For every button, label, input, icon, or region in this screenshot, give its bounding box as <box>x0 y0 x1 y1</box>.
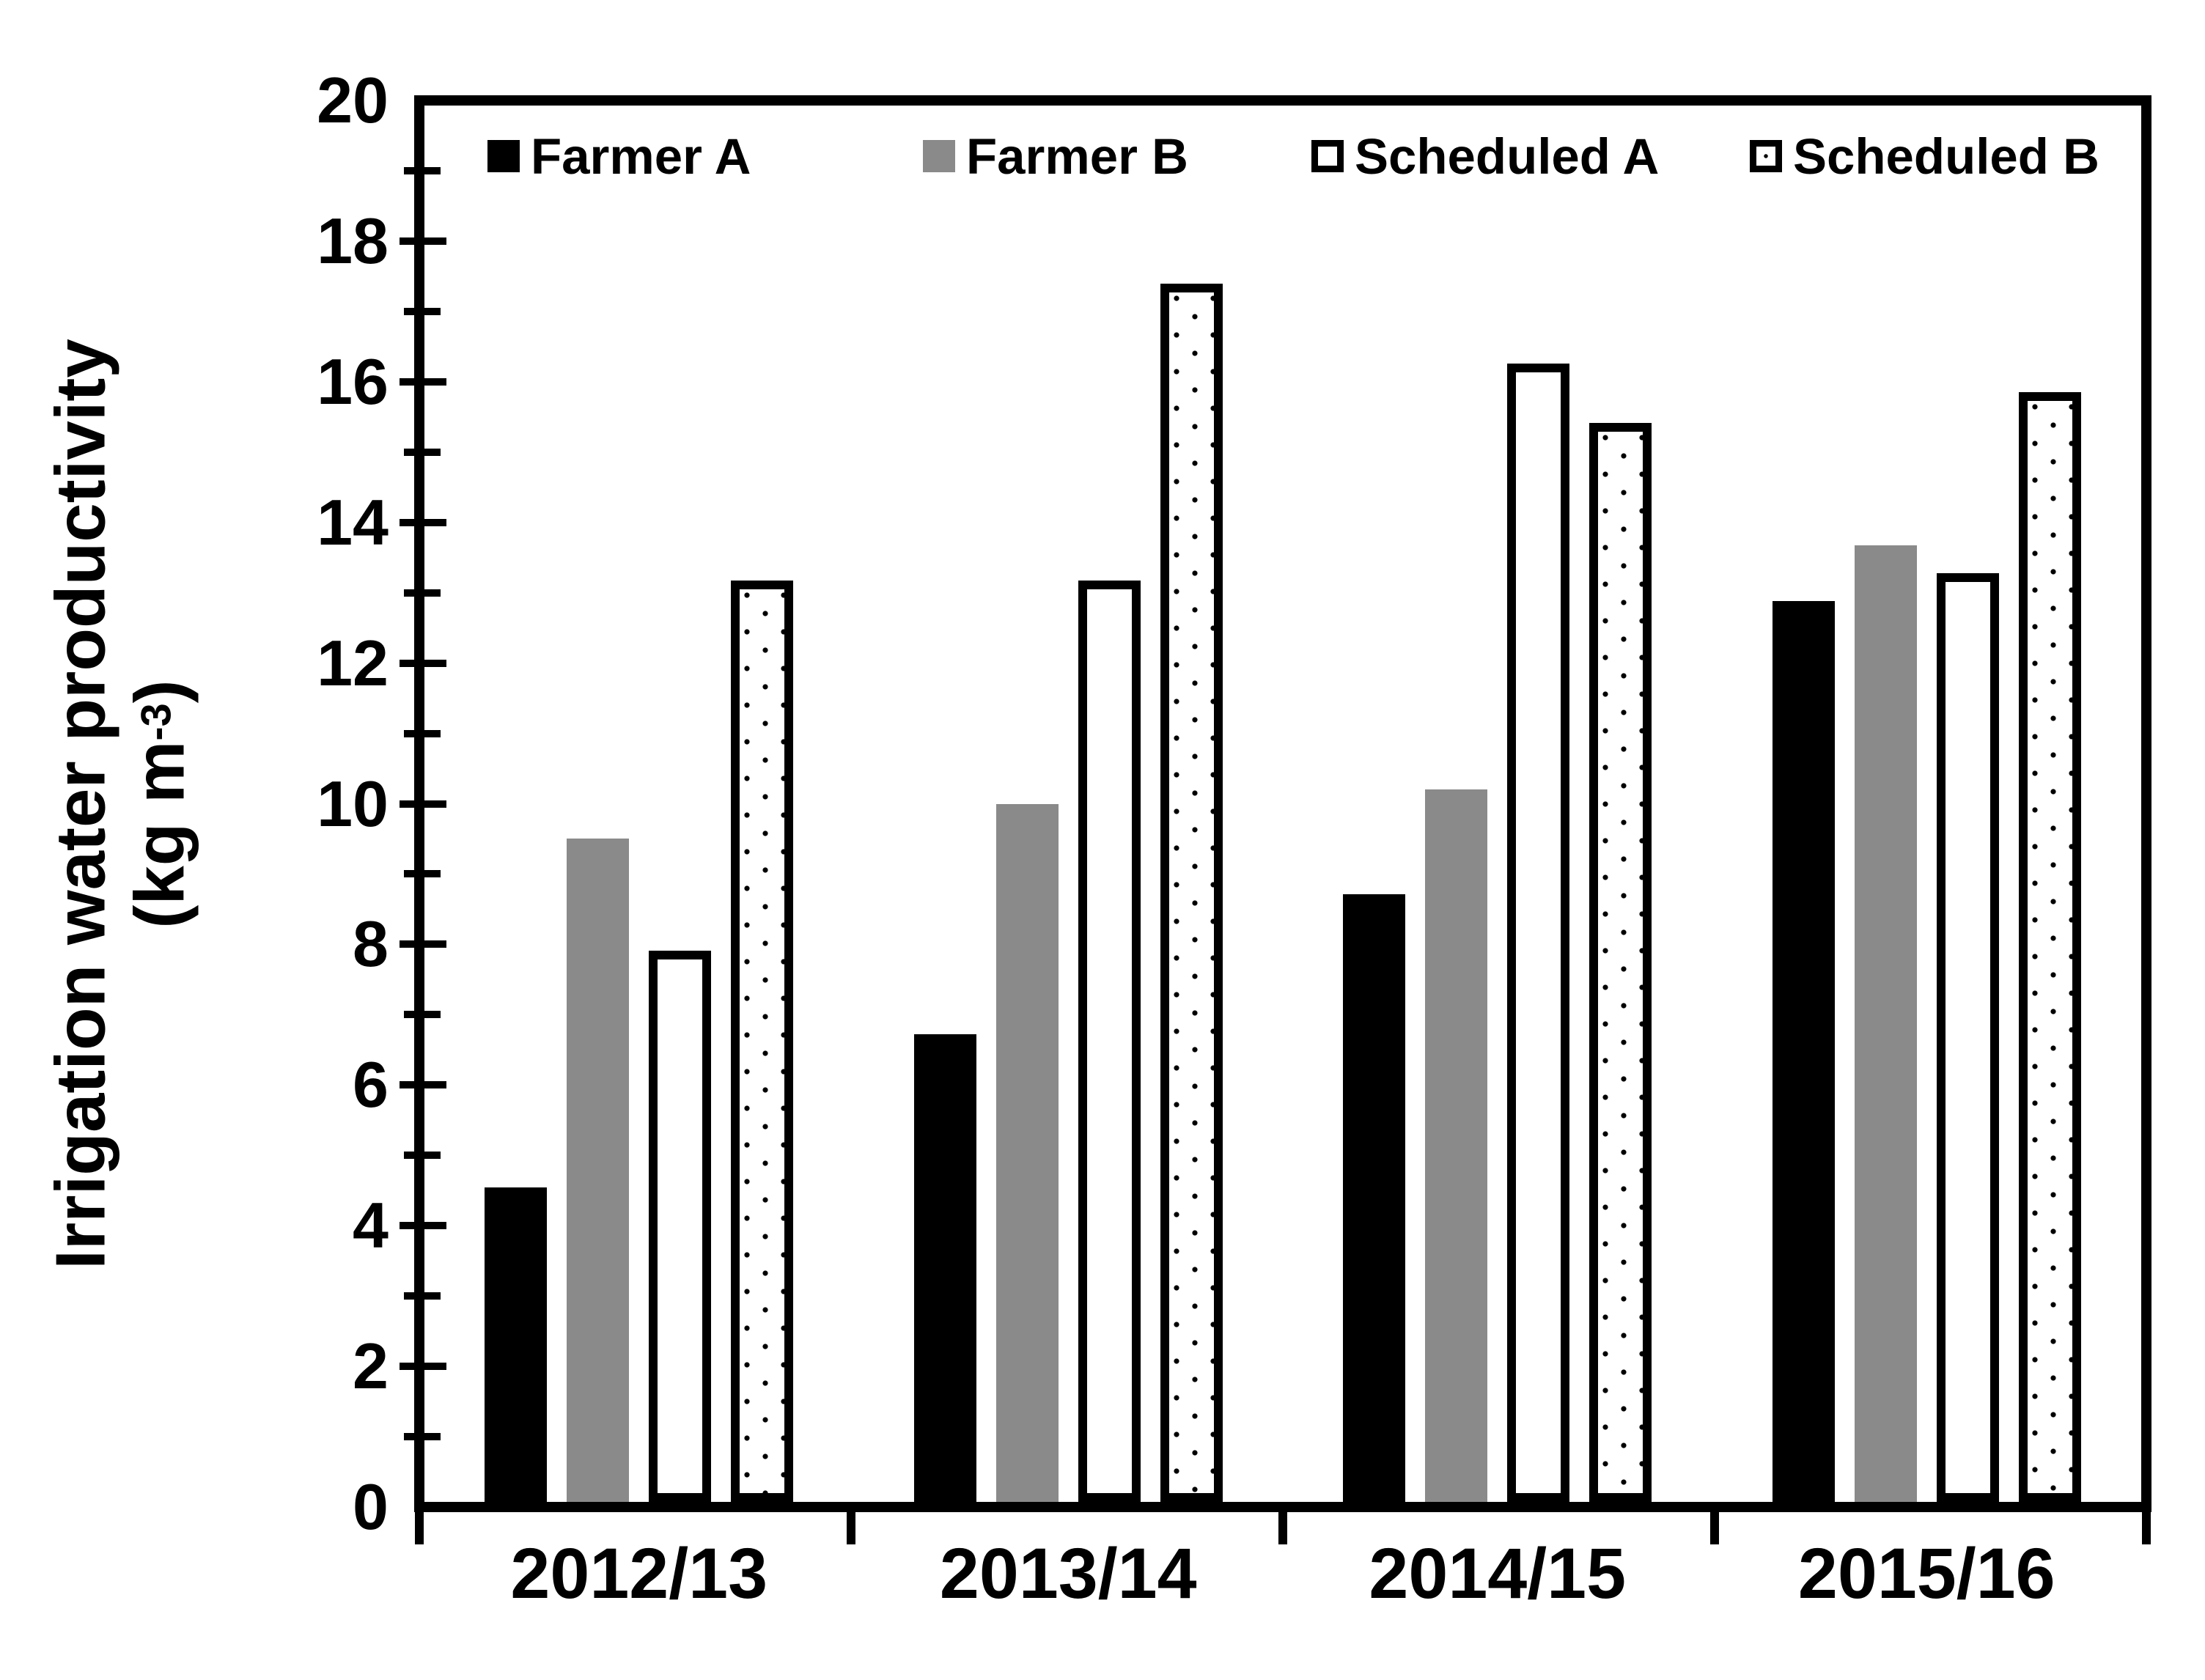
y-minor-tick-3 <box>404 1292 441 1300</box>
y-minor-tick-9 <box>404 870 441 878</box>
legend-label: Scheduled B <box>1793 128 2099 185</box>
y-minor-tick-13 <box>404 589 441 597</box>
x-category-label-2014/15: 2014/15 <box>1369 1533 1627 1613</box>
legend-marker-solid-gray-icon <box>923 140 955 172</box>
bar-group-2013/14 <box>854 106 1284 1502</box>
y-minor-tick-7 <box>404 1011 441 1019</box>
y-tick-label-18: 18 <box>317 204 389 277</box>
bar-farmer-a-2014/15 <box>1343 894 1406 1502</box>
bar-farmer-b-2012/13 <box>567 839 630 1502</box>
x-category-label-2013/14: 2013/14 <box>939 1533 1197 1613</box>
x-boundary-tick-1 <box>847 1502 855 1544</box>
y-major-tick-4 <box>400 1222 446 1230</box>
legend-marker-solid-black-icon <box>487 140 520 172</box>
y-minor-tick-17 <box>404 307 441 315</box>
y-major-tick-14 <box>400 518 446 526</box>
bar-farmer-a-2013/14 <box>913 1034 976 1502</box>
legend-item-farmer-b: Farmer B <box>923 116 1188 196</box>
y-tick-label-16: 16 <box>317 345 389 418</box>
y-tick-label-10: 10 <box>317 767 389 840</box>
bar-farmer-b-2013/14 <box>995 803 1059 1502</box>
bar-scheduled-a-2014/15 <box>1507 364 1570 1502</box>
bar-farmer-b-2014/15 <box>1425 789 1488 1502</box>
legend-marker-white-outlined-icon <box>1311 140 1344 172</box>
bar-group-2012/13 <box>424 106 854 1502</box>
y-minor-tick-1 <box>404 1433 441 1441</box>
legend-label: Scheduled A <box>1355 128 1660 185</box>
bar-scheduled-a-2012/13 <box>649 950 712 1502</box>
y-tick-label-6: 6 <box>353 1048 389 1121</box>
y-tick-label-20: 20 <box>317 64 389 136</box>
bar-farmer-a-2012/13 <box>485 1187 548 1502</box>
y-tick-label-0: 0 <box>353 1470 389 1543</box>
x-axis-category-labels: 2012/13 2013/14 2014/15 2015/16 <box>424 1538 2141 1609</box>
y-minor-tick-15 <box>404 448 441 456</box>
legend-label: Farmer A <box>531 128 751 185</box>
bar-group-2014/15 <box>1283 106 1712 1502</box>
superscript-exponent: -3 <box>133 702 180 741</box>
y-tick-label-14: 14 <box>317 485 389 559</box>
y-tick-label-2: 2 <box>353 1330 389 1403</box>
y-major-tick-2 <box>400 1363 446 1371</box>
bar-groups <box>424 106 2141 1502</box>
bar-scheduled-a-2013/14 <box>1078 580 1141 1502</box>
legend: Farmer A Farmer B Scheduled A Scheduled B <box>424 116 2141 196</box>
bar-scheduled-b-2013/14 <box>1160 283 1223 1502</box>
bar-farmer-b-2015/16 <box>1854 545 1917 1502</box>
y-tick-label-8: 8 <box>353 907 389 981</box>
legend-label: Farmer B <box>966 128 1188 185</box>
y-minor-tick-5 <box>404 1152 441 1160</box>
bar-scheduled-a-2015/16 <box>1936 573 1999 1502</box>
y-major-tick-18 <box>400 237 446 245</box>
y-major-tick-8 <box>400 940 446 948</box>
y-major-tick-16 <box>400 377 446 386</box>
legend-marker-dotted-outlined-icon <box>1750 140 1782 172</box>
bar-scheduled-b-2015/16 <box>2018 391 2081 1502</box>
y-minor-tick-19 <box>404 166 441 174</box>
legend-item-scheduled-b: Scheduled B <box>1750 116 2099 196</box>
y-minor-tick-11 <box>404 729 441 737</box>
y-major-tick-10 <box>400 800 446 808</box>
bar-farmer-a-2015/16 <box>1772 601 1835 1502</box>
bar-group-2015/16 <box>1712 106 2142 1502</box>
x-boundary-tick-2 <box>1278 1502 1287 1544</box>
x-boundary-tick-3 <box>1710 1502 1719 1544</box>
y-major-tick-12 <box>400 659 446 667</box>
x-boundary-tick-4 <box>2142 1502 2151 1544</box>
y-axis-title-text: Irrigation water productivity (kg m-3) <box>42 339 201 1270</box>
x-category-label-2012/13: 2012/13 <box>510 1533 768 1613</box>
x-boundary-tick-0 <box>415 1502 424 1544</box>
bar-scheduled-b-2014/15 <box>1589 423 1652 1502</box>
bar-scheduled-b-2012/13 <box>731 580 794 1502</box>
y-major-tick-6 <box>400 1081 446 1089</box>
legend-item-scheduled-a: Scheduled A <box>1311 116 1659 196</box>
y-tick-label-4: 4 <box>353 1189 389 1262</box>
y-axis-title-line1: Irrigation water productivity <box>41 338 120 1270</box>
y-tick-label-12: 12 <box>317 626 389 699</box>
legend-item-farmer-a: Farmer A <box>487 116 751 196</box>
x-category-label-2015/16: 2015/16 <box>1797 1533 2055 1613</box>
